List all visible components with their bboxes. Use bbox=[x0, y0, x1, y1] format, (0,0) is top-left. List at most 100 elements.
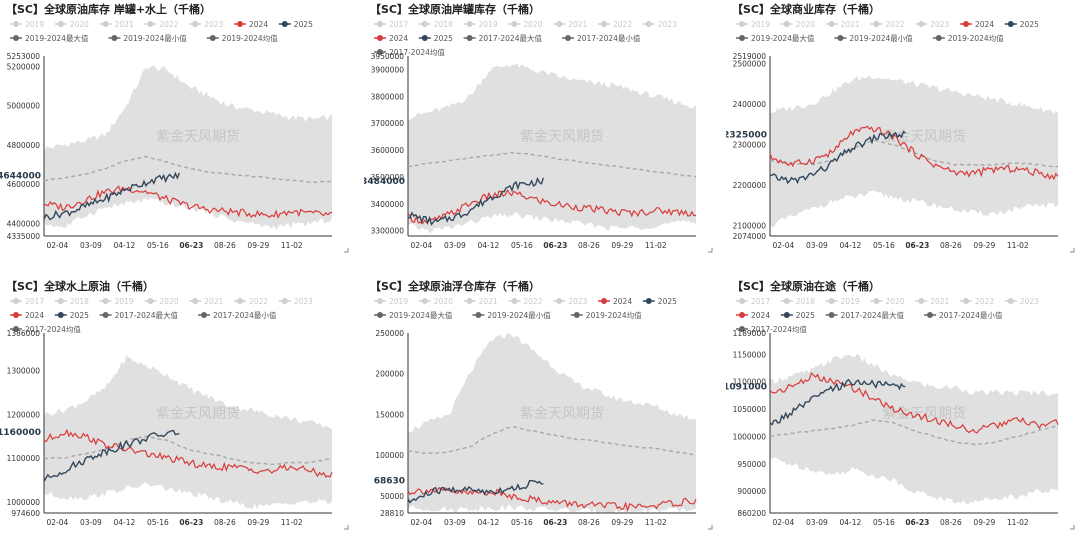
watermark: 紫金天风期货 bbox=[882, 128, 966, 145]
legend-label: 2017 bbox=[389, 20, 408, 29]
x-tick-label: 03-09 bbox=[80, 518, 102, 527]
x-tick-label: 11-02 bbox=[1007, 241, 1029, 250]
legend-swatch-dot bbox=[466, 298, 473, 304]
legend-swatch-dot bbox=[739, 298, 745, 304]
legend-label: 2021 bbox=[568, 20, 587, 29]
y-tick-label: 5200000 bbox=[7, 62, 41, 71]
legend-swatch-dot bbox=[783, 298, 790, 304]
x-tick-label: 09-29 bbox=[247, 518, 269, 527]
y-tick-label: 3400000 bbox=[371, 200, 405, 209]
current-value-label: 3484000 bbox=[364, 177, 405, 187]
legend-label: 2020 bbox=[885, 297, 904, 306]
y-tick-label: 4600000 bbox=[7, 180, 41, 189]
legend-swatch-dot bbox=[102, 21, 109, 27]
legend-label: 2019 bbox=[841, 297, 860, 306]
x-tick-label: 11-02 bbox=[645, 518, 667, 527]
legend-label: 2024 bbox=[975, 20, 994, 29]
y-tick-label: 3950000 bbox=[371, 52, 405, 61]
legend-swatch-dot bbox=[421, 35, 428, 41]
y-tick-label: 1100000 bbox=[7, 454, 41, 463]
legend-swatch-dot bbox=[102, 298, 109, 304]
legend-label: 2025 bbox=[1020, 20, 1039, 29]
chart-svg-4: 【SC】全球原油浮仓库存（千桶） 2019 2020 2021 2022 2023 2024… bbox=[370, 279, 713, 530]
y-tick-label: 1150000 bbox=[733, 350, 767, 359]
x-tick-label: 06-23 bbox=[179, 241, 203, 250]
legend-swatch-dot bbox=[601, 298, 607, 304]
current-value-label: 2325000 bbox=[726, 130, 767, 140]
legend-swatch-dot bbox=[935, 35, 942, 41]
legend-label: 2020 bbox=[523, 20, 542, 29]
series-2025 bbox=[407, 176, 545, 226]
legend-swatch-dot bbox=[421, 21, 428, 27]
legend-swatch-dot bbox=[237, 21, 243, 27]
legend-label: 2017-2024最小值 bbox=[213, 310, 277, 320]
y-tick-label: 1200000 bbox=[7, 410, 41, 419]
x-tick-label: 02-04 bbox=[46, 518, 68, 527]
legend-label: 2023 bbox=[204, 20, 223, 29]
series-2024 bbox=[43, 428, 333, 478]
x-tick-label: 05-16 bbox=[873, 241, 895, 250]
series-2024 bbox=[407, 188, 697, 225]
y-tick-label: 2074000 bbox=[733, 232, 767, 241]
x-tick-label: 06-23 bbox=[179, 518, 203, 527]
y-tick-label: 1300000 bbox=[7, 367, 41, 376]
y-tick-label: 1189000 bbox=[733, 329, 767, 338]
legend-label: 2020 bbox=[434, 297, 453, 306]
y-tick-label: 3800000 bbox=[371, 92, 405, 101]
y-tick-label: 3700000 bbox=[371, 119, 405, 128]
legend-swatch-dot bbox=[828, 21, 835, 27]
chart-panel-0: 【SC】全球原油库存 岸罐+水上（千桶） 2019 2020 2021 2022 2023… bbox=[0, 0, 354, 262]
legend-swatch-dot bbox=[565, 35, 571, 41]
legend-swatch-dot bbox=[111, 35, 118, 41]
legend-swatch-dot bbox=[873, 21, 880, 27]
x-tick-label: 04-12 bbox=[113, 518, 135, 527]
chart-title: 【SC】全球原油岸罐库存（千桶） bbox=[370, 2, 540, 16]
legend-swatch-dot bbox=[281, 21, 288, 27]
legend-label: 2022 bbox=[523, 297, 542, 306]
series-average bbox=[43, 155, 333, 184]
legend-label: 2023 bbox=[1020, 297, 1039, 306]
y-tick-label: 4400000 bbox=[7, 219, 41, 228]
x-tick-label: 06-23 bbox=[543, 518, 567, 527]
series-2025 bbox=[407, 479, 544, 504]
series-2025 bbox=[43, 429, 180, 482]
x-tick-label: 06-23 bbox=[543, 241, 567, 250]
legend-swatch-dot bbox=[466, 21, 473, 27]
y-tick-label: 974600 bbox=[11, 509, 40, 518]
legend-label: 2019-2024最小值 bbox=[123, 33, 187, 43]
legend-swatch-dot bbox=[377, 21, 383, 27]
legend-swatch-dot bbox=[828, 312, 835, 318]
x-tick-label: 05-16 bbox=[873, 518, 895, 527]
series-2025 bbox=[769, 378, 906, 426]
legend-label: 2017-2024最大值 bbox=[115, 310, 179, 320]
legend-label: 2019-2024最大值 bbox=[389, 310, 453, 320]
legend-label: 2025 bbox=[70, 311, 89, 320]
legend-label: 2025 bbox=[796, 311, 815, 320]
legend-swatch-dot bbox=[13, 21, 19, 27]
y-tick-label: 150000 bbox=[375, 410, 404, 419]
x-tick-label: 08-26 bbox=[214, 518, 236, 527]
panel-corner-mark bbox=[344, 525, 349, 530]
legend-swatch-dot bbox=[102, 312, 109, 318]
legend-label: 2021 bbox=[479, 297, 498, 306]
legend-label: 2020 bbox=[159, 297, 178, 306]
legend-label: 2019 bbox=[479, 20, 498, 29]
legend-label: 2018 bbox=[70, 297, 89, 306]
y-tick-label: 2200000 bbox=[733, 181, 767, 190]
panel-corner-mark bbox=[1070, 248, 1075, 253]
chart-title: 【SC】全球原油库存 岸罐+水上（千桶） bbox=[6, 2, 211, 16]
legend-label: 2023 bbox=[658, 20, 677, 29]
watermark: 紫金天风期货 bbox=[520, 128, 604, 145]
chart-title: 【SC】全球商业库存（千桶） bbox=[732, 2, 880, 16]
y-tick-label: 5253000 bbox=[7, 52, 41, 61]
legend-label: 2024 bbox=[25, 311, 44, 320]
panel-corner-mark bbox=[708, 248, 713, 253]
panel-corner-mark bbox=[344, 248, 349, 253]
legend-label: 2025 bbox=[658, 297, 677, 306]
legend-label: 2025 bbox=[434, 34, 453, 43]
legend-label: 2017-2024均值 bbox=[389, 47, 445, 57]
legend-swatch-dot bbox=[377, 35, 383, 41]
x-tick-label: 02-04 bbox=[410, 518, 432, 527]
legend-label: 2019-2024最大值 bbox=[25, 33, 89, 43]
